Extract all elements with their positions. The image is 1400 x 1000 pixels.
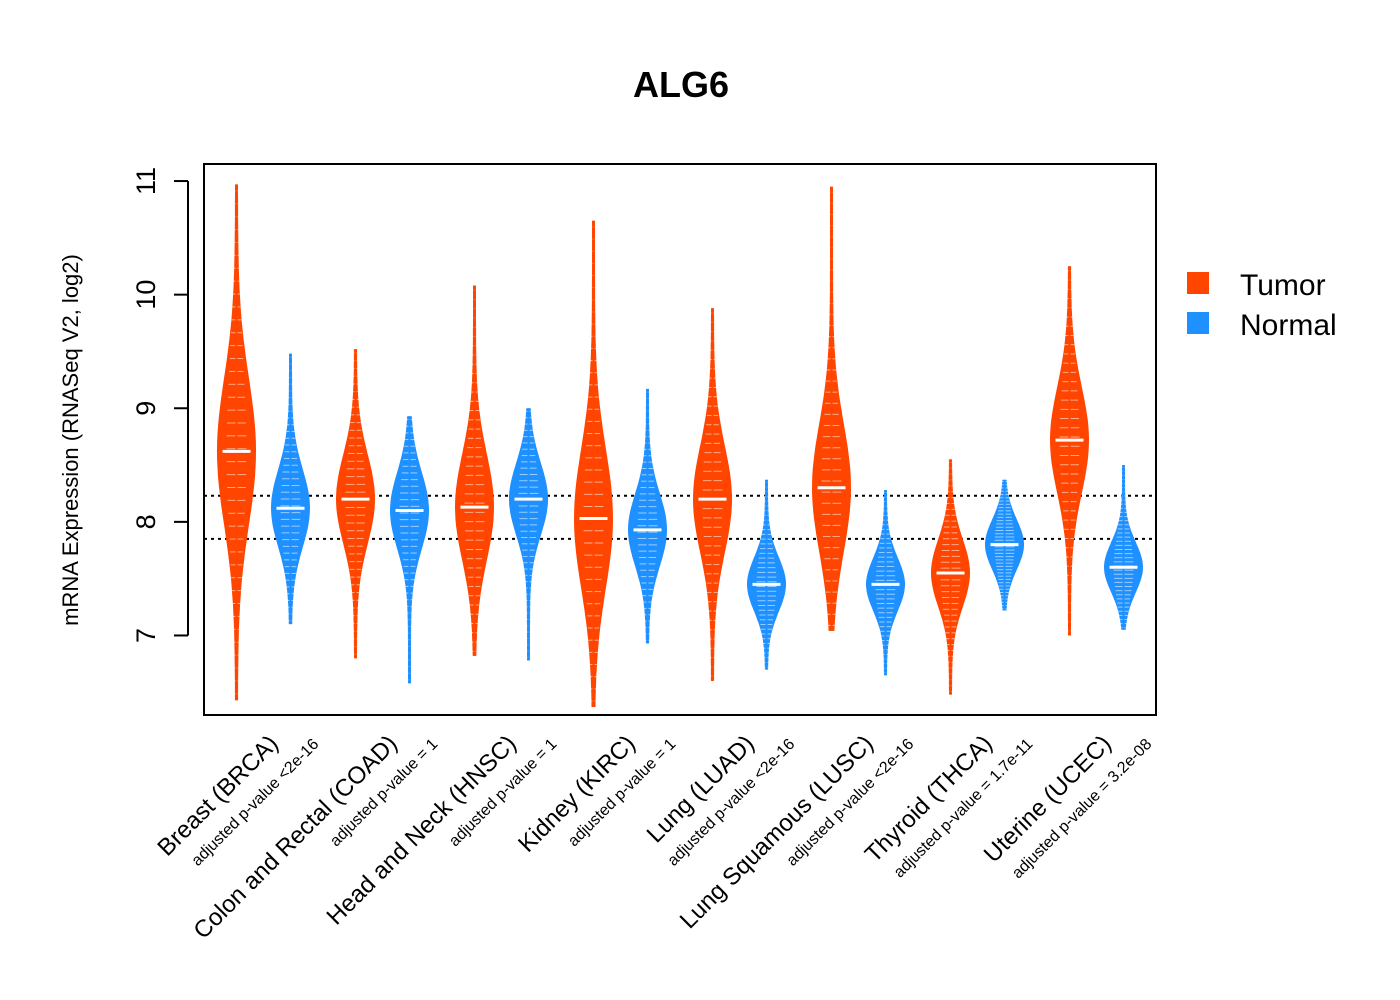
violin-tumor xyxy=(574,220,613,708)
y-tick-label: 11 xyxy=(131,167,161,195)
violin-tumor xyxy=(217,184,256,701)
chart-title: ALG6 xyxy=(633,64,729,105)
violin-tumor xyxy=(1050,266,1089,636)
y-tick-label: 9 xyxy=(131,401,161,416)
violin-normal xyxy=(866,490,905,676)
violin-tumor xyxy=(693,308,732,681)
violin-normal xyxy=(747,479,786,670)
legend: Tumor Normal xyxy=(1187,269,1337,342)
y-tick-label: 10 xyxy=(131,280,161,310)
legend-label-tumor: Tumor xyxy=(1240,269,1326,302)
violin-normal xyxy=(1104,465,1143,630)
y-axis: 7 8 9 10 11 xyxy=(131,167,189,643)
legend-swatch-tumor xyxy=(1187,272,1209,294)
violin-tumor xyxy=(931,459,970,695)
plot-area xyxy=(203,163,1157,716)
y-tick-label: 8 xyxy=(131,514,161,529)
violin-tumor xyxy=(336,349,375,659)
violin-normal xyxy=(509,408,548,661)
y-axis-label: mRNA Expression (RNASeq V2, log2) xyxy=(58,254,83,626)
violin-normal xyxy=(985,479,1024,611)
violin-tumor xyxy=(812,186,851,631)
category-labels: Breast (BRCA)adjusted p-value <2e-16Colo… xyxy=(152,730,1155,944)
plot-frame xyxy=(203,163,1157,716)
violin-normal xyxy=(271,353,310,625)
violin-normal xyxy=(628,388,667,644)
violin-normal xyxy=(390,416,429,684)
violin-tumor xyxy=(455,285,494,656)
y-tick-label: 7 xyxy=(131,628,161,643)
legend-label-normal: Normal xyxy=(1240,309,1337,342)
legend-swatch-normal xyxy=(1187,312,1209,334)
